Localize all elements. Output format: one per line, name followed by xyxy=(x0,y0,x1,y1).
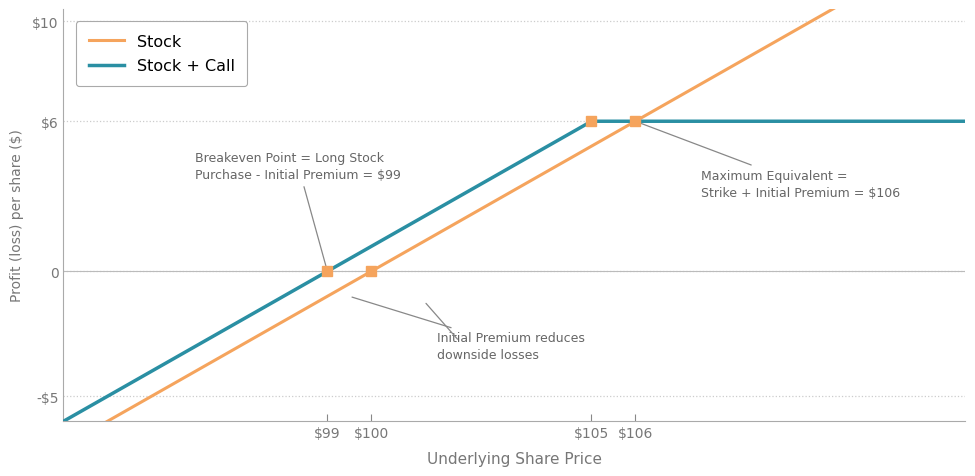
Legend: Stock, Stock + Call: Stock, Stock + Call xyxy=(76,22,248,87)
Stock + Call xyxy=(778,119,790,125)
Stock + Call xyxy=(149,367,161,372)
Stock + Call xyxy=(678,119,689,125)
Text: Breakeven Point = Long Stock
Purchase - Initial Premium = $99: Breakeven Point = Long Stock Purchase - … xyxy=(195,152,402,269)
Text: Maximum Equivalent =
Strike + Initial Premium = $106: Maximum Equivalent = Strike + Initial Pr… xyxy=(638,123,901,199)
Line: Stock + Call: Stock + Call xyxy=(63,122,965,421)
Text: Initial Premium reduces
downside losses: Initial Premium reduces downside losses xyxy=(352,298,585,362)
Stock xyxy=(677,92,688,98)
Stock + Call xyxy=(959,119,971,125)
Stock xyxy=(58,444,69,449)
Stock xyxy=(777,35,789,41)
Stock xyxy=(760,45,772,50)
X-axis label: Underlying Share Price: Underlying Share Price xyxy=(427,451,602,466)
Stock + Call xyxy=(58,418,69,424)
Stock + Call xyxy=(454,193,466,199)
Stock xyxy=(149,391,161,397)
Stock + Call xyxy=(761,119,773,125)
Stock + Call xyxy=(586,119,598,125)
Stock xyxy=(422,237,434,242)
Stock + Call xyxy=(422,212,434,218)
Y-axis label: Profit (loss) per share ($): Profit (loss) per share ($) xyxy=(10,129,23,302)
Stock xyxy=(454,218,466,224)
Line: Stock: Stock xyxy=(63,0,965,446)
